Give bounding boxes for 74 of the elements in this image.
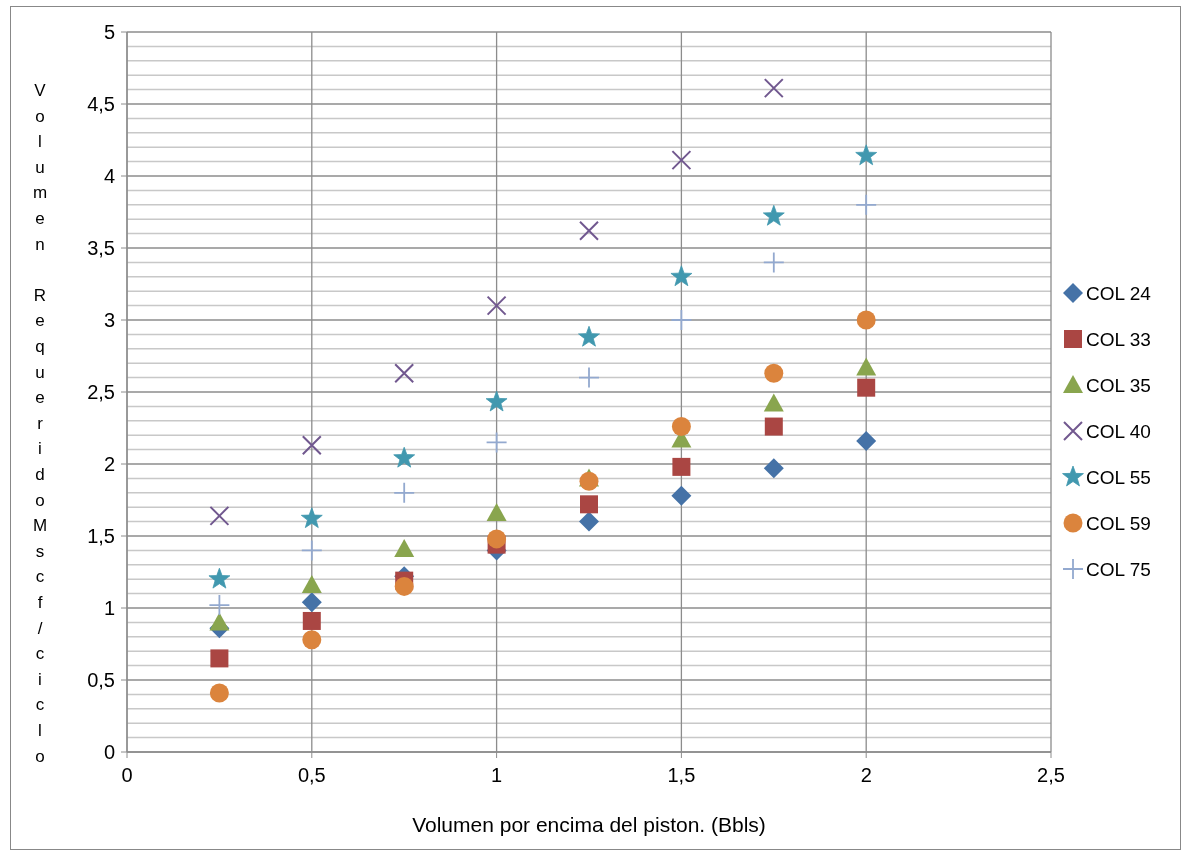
text: Volumen RequeridoMscf/ciclo [32,81,48,766]
y-tick-label: 1,5 [87,525,115,547]
point [301,435,322,456]
point [763,78,784,99]
point [580,495,598,514]
point [762,204,785,226]
y-tick-label: 0,5 [87,669,115,691]
y-tick-label: 3 [103,309,115,331]
point [762,251,785,274]
x-axis-title: Volumen por encima del piston. (Bbls) [412,813,766,836]
legend-label: COL 75 [1086,558,1151,580]
point [300,539,323,562]
x-tick-label: 0,5 [297,764,326,786]
point [394,538,415,557]
point [857,378,876,397]
point [764,417,783,436]
point [579,511,599,532]
legend-label: COL 24 [1086,282,1152,304]
point [486,295,507,316]
point [209,612,230,631]
y-tick-label: 4 [103,165,115,187]
point [302,611,321,630]
point [486,502,507,521]
y-tick-label: 4,5 [87,93,115,115]
legend-label: COL 40 [1086,420,1151,442]
point [856,357,877,376]
y-tick-label: 0 [103,741,115,763]
y-tick-label: 3,5 [87,237,115,259]
point [670,265,693,287]
x-tick-label: 1,5 [667,764,696,786]
point [763,393,784,412]
point [579,471,599,491]
point [579,220,599,241]
point [301,592,322,613]
point [300,507,323,529]
point [487,529,507,549]
x-tick-label: 0 [121,764,133,786]
point [209,505,230,526]
point [210,649,229,668]
point [855,144,878,166]
point [209,683,229,703]
y-tick-label: 1 [103,597,115,619]
point [856,430,877,451]
x-tick-label: 1 [491,764,503,786]
point [670,309,693,331]
point [208,594,231,617]
point [301,574,322,593]
point [671,150,692,171]
y-tick-label: 5 [103,21,115,43]
x-tick-label: 2,5 [1037,764,1065,786]
legend-label: COL 33 [1086,328,1151,350]
point [394,363,415,384]
point [671,485,692,506]
point [393,446,416,468]
y-tick-label: 2 [103,453,115,475]
legend-label: COL 59 [1086,512,1151,534]
point [302,630,322,650]
point [485,431,508,454]
y-tick-label: 2,5 [87,381,115,403]
x-tick-label: 2 [860,764,872,786]
legend-label: COL 55 [1086,466,1151,488]
point [764,363,784,383]
point [393,481,416,504]
point [856,310,876,330]
point [763,458,784,479]
point [485,390,508,412]
point [578,325,600,347]
point [672,457,691,476]
point [671,417,691,437]
legend-label: COL 35 [1086,374,1151,396]
point [578,366,600,389]
point [394,576,414,596]
point [855,193,878,216]
point [208,567,231,589]
